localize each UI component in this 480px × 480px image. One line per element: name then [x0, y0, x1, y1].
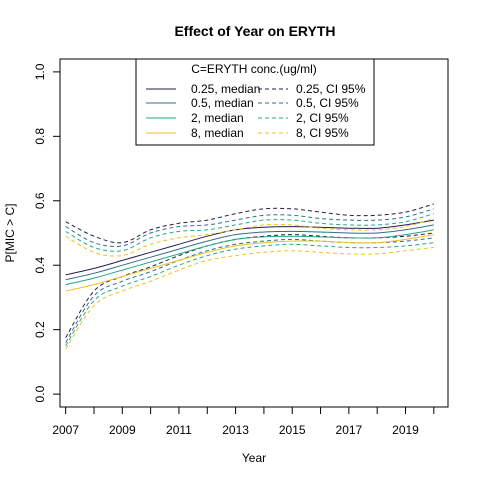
- y-tick-label: 0.0: [33, 385, 47, 402]
- series-8: [65, 218, 434, 350]
- ci-lower-line-2: [65, 242, 434, 347]
- legend-entries: 0.25, median 0.25, CI 95% 0.5, median 0.5, …: [146, 82, 366, 140]
- y-axis: 0.0 0.2 0.4 0.6 0.8 1.0: [33, 63, 61, 402]
- legend-label-ci-8: 8, CI 95%: [296, 126, 349, 140]
- legend-label-ci-2: 2, CI 95%: [296, 111, 349, 125]
- ci-upper-line-0.5: [65, 208, 434, 248]
- x-tick-label: 2013: [222, 423, 249, 437]
- x-tick-label: 2009: [109, 423, 136, 437]
- legend-box: [135, 58, 375, 146]
- legend-title: C=ERYTH conc.(ug/ml): [191, 62, 316, 76]
- median-line-2: [65, 229, 434, 286]
- ci-upper-line-0.25: [65, 203, 434, 244]
- legend-label-median-8: 8, median: [191, 126, 244, 140]
- x-tick-label: 2017: [336, 423, 363, 437]
- ci-lower-line-8: [65, 247, 434, 350]
- x-tick-label: 2019: [392, 423, 419, 437]
- ci-upper-line-8: [65, 218, 434, 257]
- plot-area: [65, 203, 434, 350]
- legend-label-ci-0.5: 0.5, CI 95%: [296, 96, 359, 110]
- y-tick-label: 1.0: [33, 63, 47, 80]
- series-2: [65, 213, 434, 347]
- y-tick-label: 0.8: [33, 128, 47, 145]
- median-line-0.5: [65, 224, 434, 281]
- x-tick-label: 2011: [166, 423, 192, 437]
- chart-title: Effect of Year on ERYTH: [174, 23, 335, 39]
- ci-upper-line-2: [65, 213, 434, 252]
- median-line-0.25: [65, 219, 434, 276]
- x-axis-label: Year: [242, 451, 266, 465]
- x-tick-label: 2007: [52, 423, 79, 437]
- x-tick-label: 2015: [279, 423, 306, 437]
- y-axis-label: P[MIC > C]: [3, 203, 17, 262]
- y-tick-label: 0.4: [33, 257, 47, 274]
- y-tick-label: 0.6: [33, 192, 47, 209]
- legend: C=ERYTH conc.(ug/ml) 0.25, median 0.25, C…: [135, 58, 375, 146]
- legend-label-median-0.5: 0.5, median: [191, 96, 254, 110]
- y-tick-label: 0.2: [33, 321, 47, 338]
- median-line-8: [65, 234, 434, 292]
- x-axis: 2007 2009 2011 2013 2015 2017 2019: [52, 406, 435, 437]
- legend-label-ci-0.25: 0.25, CI 95%: [296, 82, 366, 96]
- legend-label-median-0.25: 0.25, median: [191, 82, 260, 96]
- legend-label-median-2: 2, median: [191, 111, 244, 125]
